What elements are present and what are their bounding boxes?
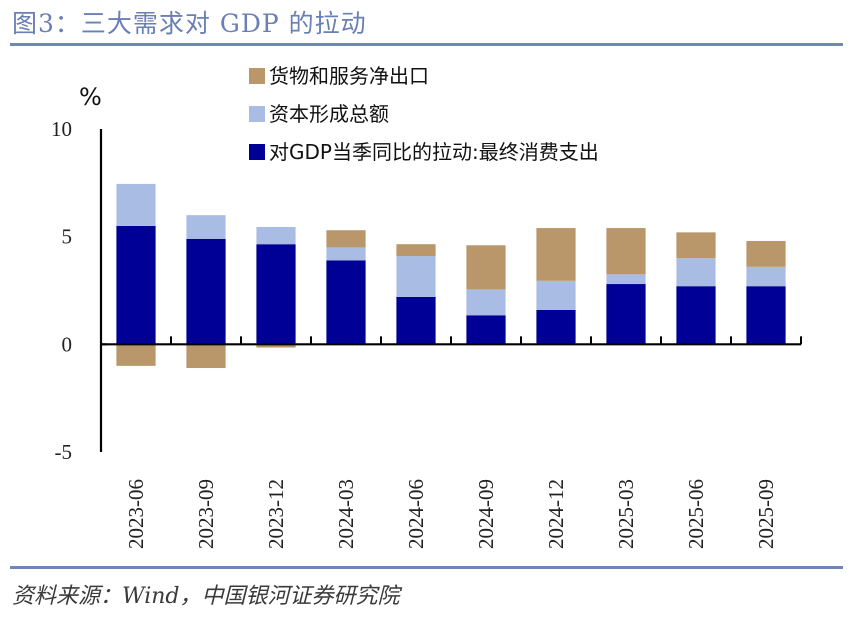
- y-tick-labels: 10 5 0 -5: [51, 117, 72, 464]
- bar-segment-2023-09-series-2: [186, 344, 226, 369]
- y-axis-unit: %: [79, 83, 102, 111]
- x-tick-labels: 2023-06 2023-09 2023-12 2024-03 2024-06 2024-…: [124, 479, 778, 549]
- bar-segment-2024-03-series-1: [326, 247, 366, 261]
- bar-segment-2025-09-series-2: [746, 240, 786, 267]
- bar-segment-2024-06-series-0: [396, 296, 436, 345]
- bar-segment-2024-09-series-0: [466, 315, 506, 345]
- y-tick-label: -5: [55, 440, 73, 464]
- x-tick-label: 2023-06: [124, 479, 148, 549]
- y-tick-label: 10: [51, 117, 72, 141]
- bar-segment-2025-06-series-0: [676, 286, 716, 345]
- legend-swatch: [249, 106, 265, 122]
- bar-segment-2025-06-series-2: [676, 232, 716, 259]
- bar-segment-2024-12-series-1: [536, 280, 576, 310]
- x-tick-label: 2024-06: [404, 479, 428, 549]
- legend-swatch: [249, 144, 265, 160]
- source-divider: [10, 566, 843, 569]
- bar-segment-2023-09-series-1: [186, 215, 226, 239]
- x-tick-label: 2025-03: [614, 479, 638, 549]
- bar-segment-2024-06-series-1: [396, 256, 436, 297]
- source-note: 资料来源：Wind，中国银河证券研究院: [12, 584, 400, 609]
- bar-segment-2023-09-series-0: [186, 238, 226, 345]
- bar-segment-2024-09-series-1: [466, 289, 506, 316]
- bar-segment-2023-06-series-1: [116, 183, 156, 226]
- bar-segment-2023-06-series-2: [116, 344, 156, 366]
- bar-segment-2023-12-series-1: [256, 226, 296, 245]
- y-tick-label: 5: [62, 225, 73, 249]
- bar-segment-2025-09-series-0: [746, 286, 786, 345]
- title-divider: [10, 43, 843, 46]
- bar-segment-2025-09-series-1: [746, 266, 786, 287]
- bar-segment-2023-12-series-2: [256, 344, 296, 348]
- bar-segment-2024-06-series-2: [396, 244, 436, 257]
- legend-label: 对GDP当季同比的拉动:最终消费支出: [269, 140, 599, 164]
- bar-segment-2024-12-series-2: [536, 228, 576, 281]
- bar-segment-2024-09-series-2: [466, 245, 506, 290]
- legend-label: 资本形成总额: [269, 102, 389, 126]
- bar-segment-2025-03-series-1: [606, 274, 646, 285]
- figure-title: 图3：三大需求对 GDP 的拉动: [12, 9, 367, 38]
- x-tick-label: 2025-06: [684, 479, 708, 549]
- axes-group: [99, 129, 802, 452]
- legend-swatch: [249, 68, 265, 84]
- bar-segment-2025-03-series-0: [606, 284, 646, 345]
- x-tick-label: 2024-12: [544, 479, 568, 549]
- bars-group: [116, 183, 786, 369]
- x-tick-label: 2024-03: [334, 479, 358, 549]
- bar-segment-2023-06-series-0: [116, 225, 156, 345]
- y-tick-label: 0: [62, 332, 73, 356]
- bar-segment-2024-03-series-0: [326, 260, 366, 345]
- bar-segment-2024-03-series-2: [326, 230, 366, 248]
- x-tick-label: 2025-09: [754, 479, 778, 549]
- legend-label: 货物和服务净出口: [269, 64, 429, 88]
- x-tick-label: 2023-09: [194, 479, 218, 549]
- bar-segment-2023-12-series-0: [256, 244, 296, 345]
- bar-segment-2025-03-series-2: [606, 228, 646, 275]
- x-tick-label: 2023-12: [264, 479, 288, 549]
- bar-segment-2024-12-series-0: [536, 309, 576, 345]
- x-tick-label: 2024-09: [474, 479, 498, 549]
- bar-segment-2025-06-series-1: [676, 258, 716, 287]
